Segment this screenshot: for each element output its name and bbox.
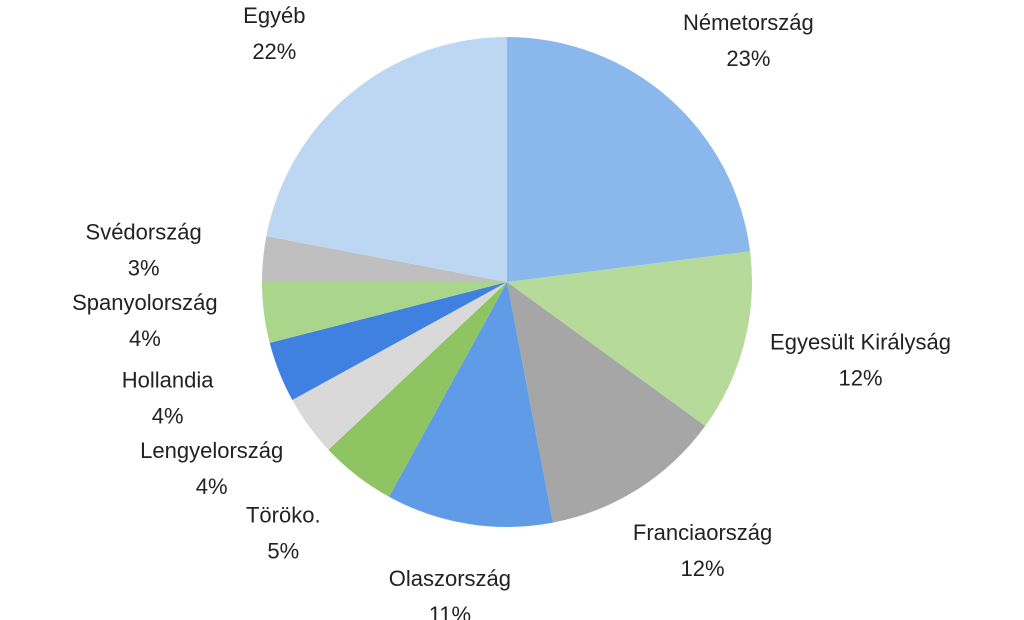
slice-value-label: 11% (429, 602, 471, 620)
pie-slice (507, 282, 706, 523)
pie-slice (388, 282, 553, 528)
slice-value-label: 4% (129, 326, 161, 351)
pie-slice (262, 282, 507, 343)
pie-slice (262, 236, 507, 282)
slice-label: Svédország (86, 220, 202, 245)
pie-slice (507, 251, 752, 427)
slice-label: Egyéb (243, 3, 305, 28)
slice-value-label: 4% (152, 404, 184, 429)
slice-value-label: 23% (726, 46, 770, 71)
slice-label: Lengyelország (140, 438, 283, 463)
slice-label: Hollandia (122, 368, 214, 393)
pie-slice (507, 37, 751, 282)
slice-value-label: 12% (839, 365, 883, 390)
slice-label: Egyesült Királyság (770, 329, 951, 354)
slice-value-label: 4% (196, 474, 228, 499)
slice-value-label: 3% (128, 256, 160, 281)
slice-value-label: 22% (252, 39, 296, 64)
slice-label: Németország (683, 10, 814, 35)
pie-slice (328, 282, 507, 497)
pie-slice (269, 282, 507, 401)
slice-label: Olaszország (389, 566, 511, 591)
slice-value-label: 12% (681, 556, 725, 581)
slice-value-label: 5% (267, 539, 299, 564)
slice-label: Törökо. (246, 503, 321, 528)
slice-label: Spanyolország (72, 290, 218, 315)
pie-slice (292, 282, 507, 450)
pie-slice (266, 37, 507, 282)
slice-label: Franciaország (633, 520, 772, 545)
